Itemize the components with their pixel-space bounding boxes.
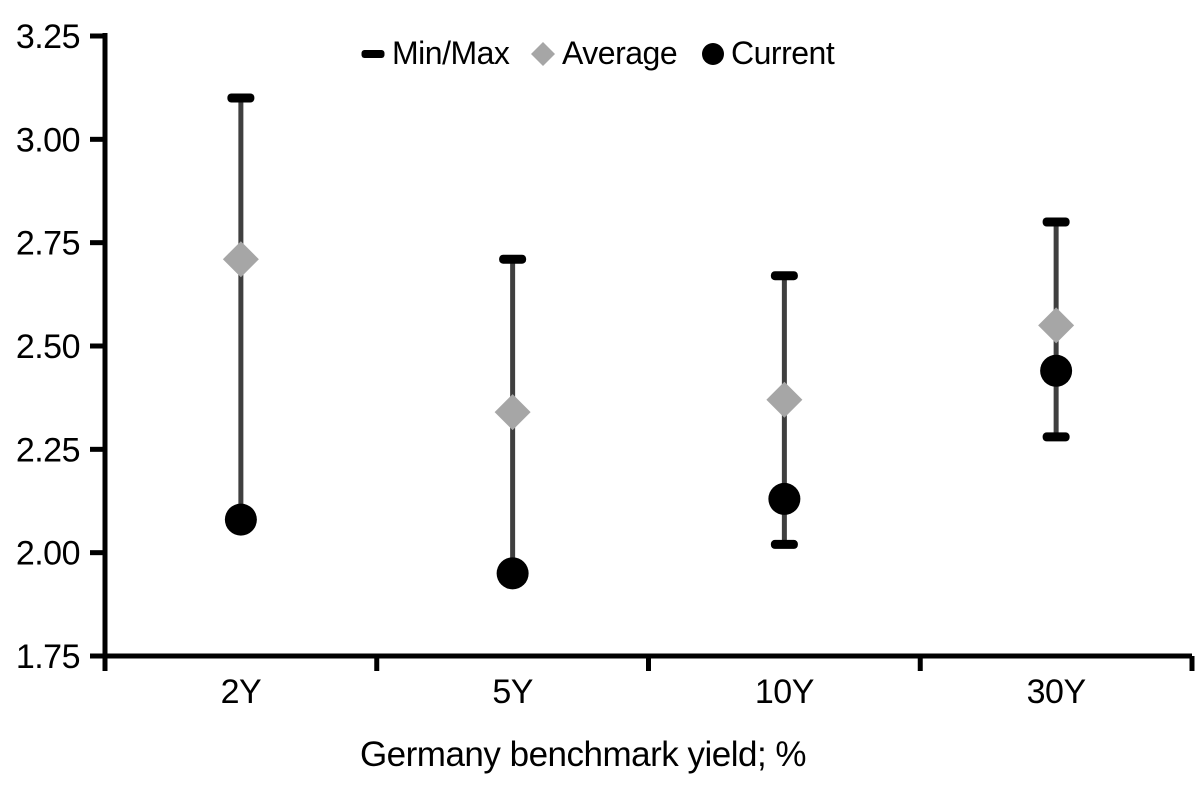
average-marker-5Y <box>494 394 531 431</box>
current-marker-30Y <box>1040 354 1073 387</box>
y-tick-label: 1.75 <box>16 638 80 676</box>
y-tick-label: 2.75 <box>16 225 80 263</box>
series-layer <box>222 93 1075 590</box>
min-cap-30Y <box>1042 432 1070 442</box>
current-marker-5Y <box>496 557 529 590</box>
current-marker-2Y <box>224 503 257 536</box>
x-tick-label-30Y: 30Y <box>1027 673 1086 711</box>
average-marker-10Y <box>766 381 803 418</box>
legend: Min/Max Average Current <box>361 35 835 71</box>
x-tick-label-5Y: 5Y <box>492 673 533 711</box>
circle-icon <box>702 43 724 65</box>
legend-item-current: Current <box>702 35 835 71</box>
average-marker-2Y <box>222 241 259 278</box>
max-cap-5Y <box>499 254 527 264</box>
max-cap-30Y <box>1042 217 1070 227</box>
y-tick-label: 3.00 <box>16 121 80 159</box>
y-tick-label: 2.25 <box>16 431 80 469</box>
legend-label: Min/Max <box>392 35 510 71</box>
legend-item-min-max: Min/Max <box>361 35 510 71</box>
x-tick-label-10Y: 10Y <box>755 673 814 711</box>
x-axis-title: Germany benchmark yield; % <box>360 735 806 774</box>
range-group-2Y <box>222 93 259 536</box>
legend-label: Current <box>731 35 835 71</box>
dash-icon <box>361 50 385 58</box>
legend-label: Average <box>562 35 677 71</box>
diamond-icon <box>531 42 555 66</box>
range-group-30Y <box>1038 217 1075 442</box>
max-cap-10Y <box>770 271 798 281</box>
max-cap-2Y <box>227 93 255 103</box>
y-tick-label: 3.25 <box>16 18 80 56</box>
axes-layer: 3.25 3.00 2.75 2.50 2.25 2.00 1.75 2Y 5Y 10Y 30Y <box>16 18 1195 711</box>
y-tick-label: 2.00 <box>16 535 80 573</box>
y-tick-label: 2.50 <box>16 328 80 366</box>
legend-item-average: Average <box>531 35 678 71</box>
x-tick-label-2Y: 2Y <box>221 673 262 711</box>
range-group-10Y <box>766 271 803 549</box>
min-cap-10Y <box>770 539 798 549</box>
range-group-5Y <box>494 254 531 590</box>
current-marker-10Y <box>768 482 801 515</box>
average-marker-30Y <box>1038 307 1075 344</box>
